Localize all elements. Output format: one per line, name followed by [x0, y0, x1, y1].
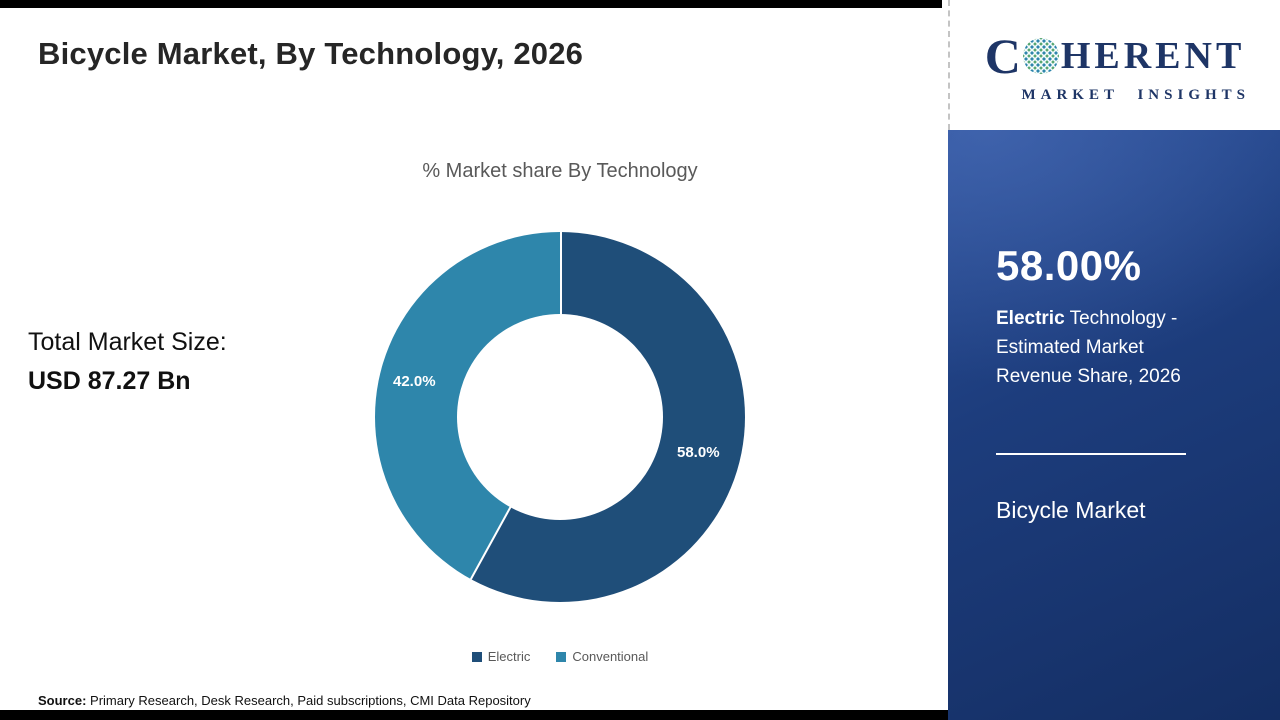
legend-item-conventional: Conventional	[556, 649, 648, 664]
donut-chart: 58.0% 42.0%	[375, 232, 745, 602]
market-name: Bicycle Market	[996, 497, 1146, 523]
panel-divider	[996, 453, 1186, 455]
sidebar: C HERENT MARKET INSIGHTS 58.00% Electric…	[948, 0, 1280, 720]
total-market-block: Total Market Size: USD 87.27 Bn	[28, 328, 227, 396]
stat-value: 58.00%	[996, 242, 1142, 289]
total-market-label: Total Market Size:	[28, 328, 227, 356]
logo-letter-c: C	[984, 27, 1021, 84]
source-note: Source: Primary Research, Desk Research,…	[38, 693, 531, 708]
legend-label-electric: Electric	[487, 649, 531, 664]
globe-icon	[1022, 37, 1059, 74]
stat-description-rest: Technology - Estimated Market Revenue Sh…	[996, 308, 1181, 387]
total-market-value: USD 87.27 Bn	[28, 367, 191, 395]
logo-subtitle: MARKET INSIGHTS	[1021, 86, 1250, 103]
brand-logo: C HERENT MARKET INSIGHTS	[948, 0, 1280, 130]
logo-wordmark: C HERENT	[985, 31, 1246, 81]
source-text: Primary Research, Desk Research, Paid su…	[86, 693, 531, 708]
bottom-accent-bar	[0, 710, 948, 720]
legend-swatch-conventional	[556, 651, 567, 662]
slice-label-conventional: 42.0%	[393, 373, 436, 390]
slice-label-electric: 58.0%	[677, 444, 720, 461]
logo-letters-rest: HERENT	[1060, 34, 1246, 77]
top-accent-bar	[0, 0, 942, 8]
stat-description-bold: Electric	[996, 308, 1065, 329]
legend-swatch-electric	[471, 651, 482, 662]
source-label: Source:	[38, 693, 87, 708]
highlight-panel: 58.00% Electric Technology - Estimated M…	[948, 130, 1280, 720]
chart-title: % Market share By Technology	[422, 160, 698, 182]
legend-item-electric: Electric	[471, 649, 531, 664]
chart-legend: Electric Conventional	[260, 649, 860, 664]
page-title: Bicycle Market, By Technology, 2026	[38, 36, 584, 71]
stat-description: Electric Technology - Estimated Market R…	[996, 304, 1218, 391]
legend-label-conventional: Conventional	[572, 649, 649, 664]
donut-hole	[457, 314, 663, 520]
